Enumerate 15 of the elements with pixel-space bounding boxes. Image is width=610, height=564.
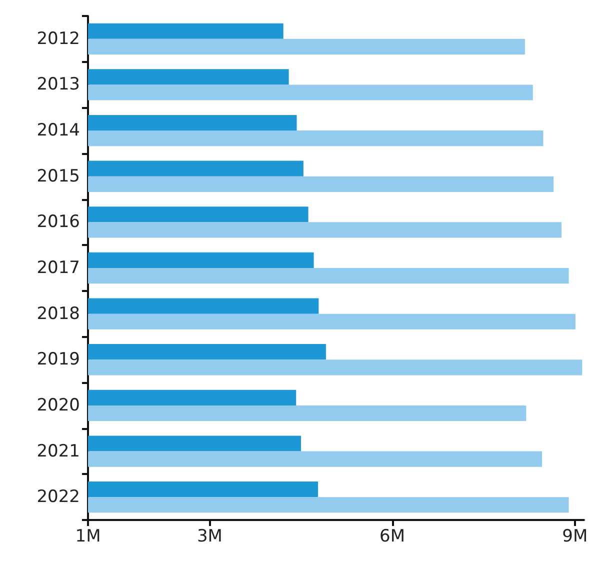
y-tick-label: 2015 xyxy=(36,166,80,186)
y-tick-label: 2013 xyxy=(36,74,80,95)
y-tick-label: 2014 xyxy=(36,120,80,141)
y-tick-label: 2016 xyxy=(36,212,80,232)
y-tick-label: 2019 xyxy=(36,350,80,370)
x-tick-label: 6M xyxy=(380,526,406,546)
y-tick-label: 2018 xyxy=(36,304,80,324)
y-tick-label: 2021 xyxy=(36,441,80,462)
y-tick-label: 2012 xyxy=(36,28,80,49)
y-tick-label: 2020 xyxy=(36,395,80,416)
y-tick-label: 2022 xyxy=(36,487,80,508)
x-tick-label: 9M xyxy=(562,526,588,546)
y-tick-label: 2017 xyxy=(36,258,80,278)
x-tick-label: 3M xyxy=(196,526,222,546)
x-tick-label: 1M xyxy=(75,526,101,546)
